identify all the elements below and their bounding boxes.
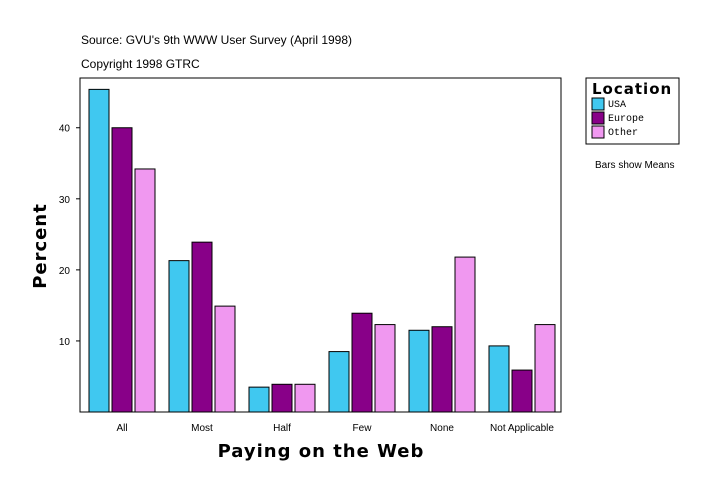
bar-usa-not-applicable — [488, 345, 510, 413]
bar-usa-none — [408, 329, 430, 413]
bar-usa-most — [168, 260, 190, 413]
bar-other-all — [134, 168, 156, 413]
bar-europe-most — [191, 241, 213, 413]
chart-source: Source: GVU's 9th WWW User Survey (April… — [81, 33, 352, 47]
y-tick-label: 30 — [59, 195, 71, 206]
y-tick-label: 40 — [59, 124, 71, 135]
legend-title: Location — [592, 80, 672, 98]
legend-label-usa: USA — [608, 100, 626, 111]
bar-europe-none — [431, 326, 453, 413]
bar-usa-all — [88, 88, 110, 413]
bar-other-few — [374, 324, 396, 413]
bar-other-most — [214, 305, 236, 413]
chart-copyright: Copyright 1998 GTRC — [81, 57, 200, 71]
bar-other-half — [294, 383, 316, 413]
y-tick-label: 20 — [59, 266, 71, 277]
legend-label-europe: Europe — [608, 114, 644, 125]
bar-usa-few — [328, 351, 350, 413]
x-axis-title: Paying on the Web — [218, 441, 425, 462]
bar-europe-half — [271, 383, 293, 413]
x-tick-label: Most — [191, 423, 213, 434]
bar-europe-not-applicable — [511, 369, 533, 413]
legend-label-other: Other — [608, 127, 638, 139]
y-axis-title: Percent — [30, 203, 51, 289]
legend-swatch-other — [591, 125, 605, 139]
legend: Location USA Europe Other — [585, 77, 680, 145]
bar-usa-half — [248, 386, 270, 413]
bar-other-not-applicable — [534, 324, 556, 413]
x-tick-label: Not Applicable — [490, 423, 554, 434]
x-tick-label: All — [116, 423, 127, 434]
legend-swatch-usa — [591, 97, 605, 111]
x-tick-label: None — [430, 423, 454, 434]
y-tick-label: 10 — [59, 337, 71, 348]
bar-other-none — [454, 256, 476, 413]
x-tick-label: Half — [273, 423, 291, 434]
bar-europe-few — [351, 312, 373, 413]
bar-europe-all — [111, 127, 133, 413]
chart-note: Bars show Means — [595, 160, 674, 171]
plot-area — [79, 77, 562, 413]
legend-swatch-europe — [591, 111, 605, 125]
x-tick-label: Few — [353, 423, 373, 434]
